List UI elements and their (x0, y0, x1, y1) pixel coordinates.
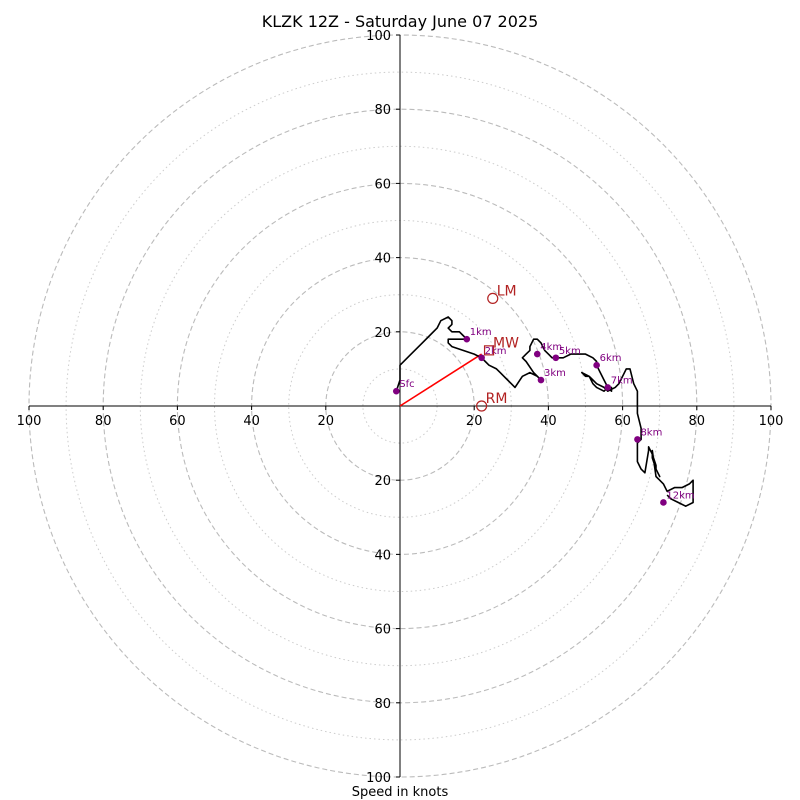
tick-labels: 100 80 60 40 20 20 40 60 80 100 100 80 60 40 20 20 40 60 8… (17, 29, 784, 786)
height-label-4km: 4km (540, 342, 562, 353)
motion-marker-rm (476, 400, 488, 412)
height-label-7km: 7km (611, 375, 633, 386)
y-tick-label: 80 (374, 697, 391, 712)
x-tick-label: 100 (17, 414, 42, 429)
height-marker-8km (634, 436, 641, 443)
y-tick-label: 40 (374, 548, 391, 563)
height-label-8km: 8km (640, 427, 662, 438)
y-tick-label: 40 (374, 252, 391, 267)
y-tick-label: 100 (366, 771, 391, 786)
height-label-6km: 6km (600, 353, 622, 364)
height-marker-5km (552, 354, 560, 362)
motion-marker-lm (487, 292, 499, 305)
height-label-5km: 5km (559, 346, 581, 357)
height-marker-7km (604, 384, 612, 391)
y-tick-label: 60 (374, 623, 391, 638)
height-marker-3km (537, 376, 545, 384)
motion-label-mw: MW (493, 335, 519, 351)
chart-title: KLZK 12Z - Saturday June 07 2025 (262, 12, 539, 31)
shear-vector-line (399, 353, 483, 407)
x-tick-label: 60 (614, 414, 631, 429)
height-marker-12km (660, 499, 667, 506)
motion-label-lm: LM (497, 283, 517, 299)
height-label-3km: 3km (544, 368, 566, 379)
x-tick-label: 20 (318, 414, 335, 429)
height-marker-6km (593, 361, 600, 369)
x-tick-label: 80 (95, 414, 112, 429)
x-tick-label: 40 (540, 414, 557, 429)
y-tick-label: 60 (374, 177, 391, 192)
height-marker-2km (478, 354, 485, 362)
motion-marker-mw (483, 345, 495, 356)
y-tick-label: 20 (374, 326, 391, 341)
y-tick-label: 100 (366, 29, 391, 44)
height-label-2km: 2km (485, 346, 507, 357)
x-tick-label: 60 (169, 414, 186, 429)
x-axis-label: Speed in knots (352, 785, 449, 800)
height-marker-sfc (392, 387, 400, 395)
y-tick-label: 20 (374, 474, 391, 489)
x-tick-label: 40 (243, 414, 260, 429)
height-marker-1km (463, 335, 471, 343)
motion-label-rm: RM (486, 391, 508, 407)
x-tick-label: 100 (759, 414, 784, 429)
y-tick-label: 80 (374, 103, 391, 118)
shear-vector (399, 353, 483, 407)
storm-motions: LM RM MW (476, 283, 519, 412)
x-tick-label: 20 (466, 414, 483, 429)
height-label-12km: 12km (666, 490, 694, 501)
x-tick-label: 80 (689, 414, 706, 429)
height-label-1km: 1km (470, 327, 492, 338)
height-marker-4km (533, 350, 541, 358)
height-label-sfc: Sfc (399, 379, 414, 390)
